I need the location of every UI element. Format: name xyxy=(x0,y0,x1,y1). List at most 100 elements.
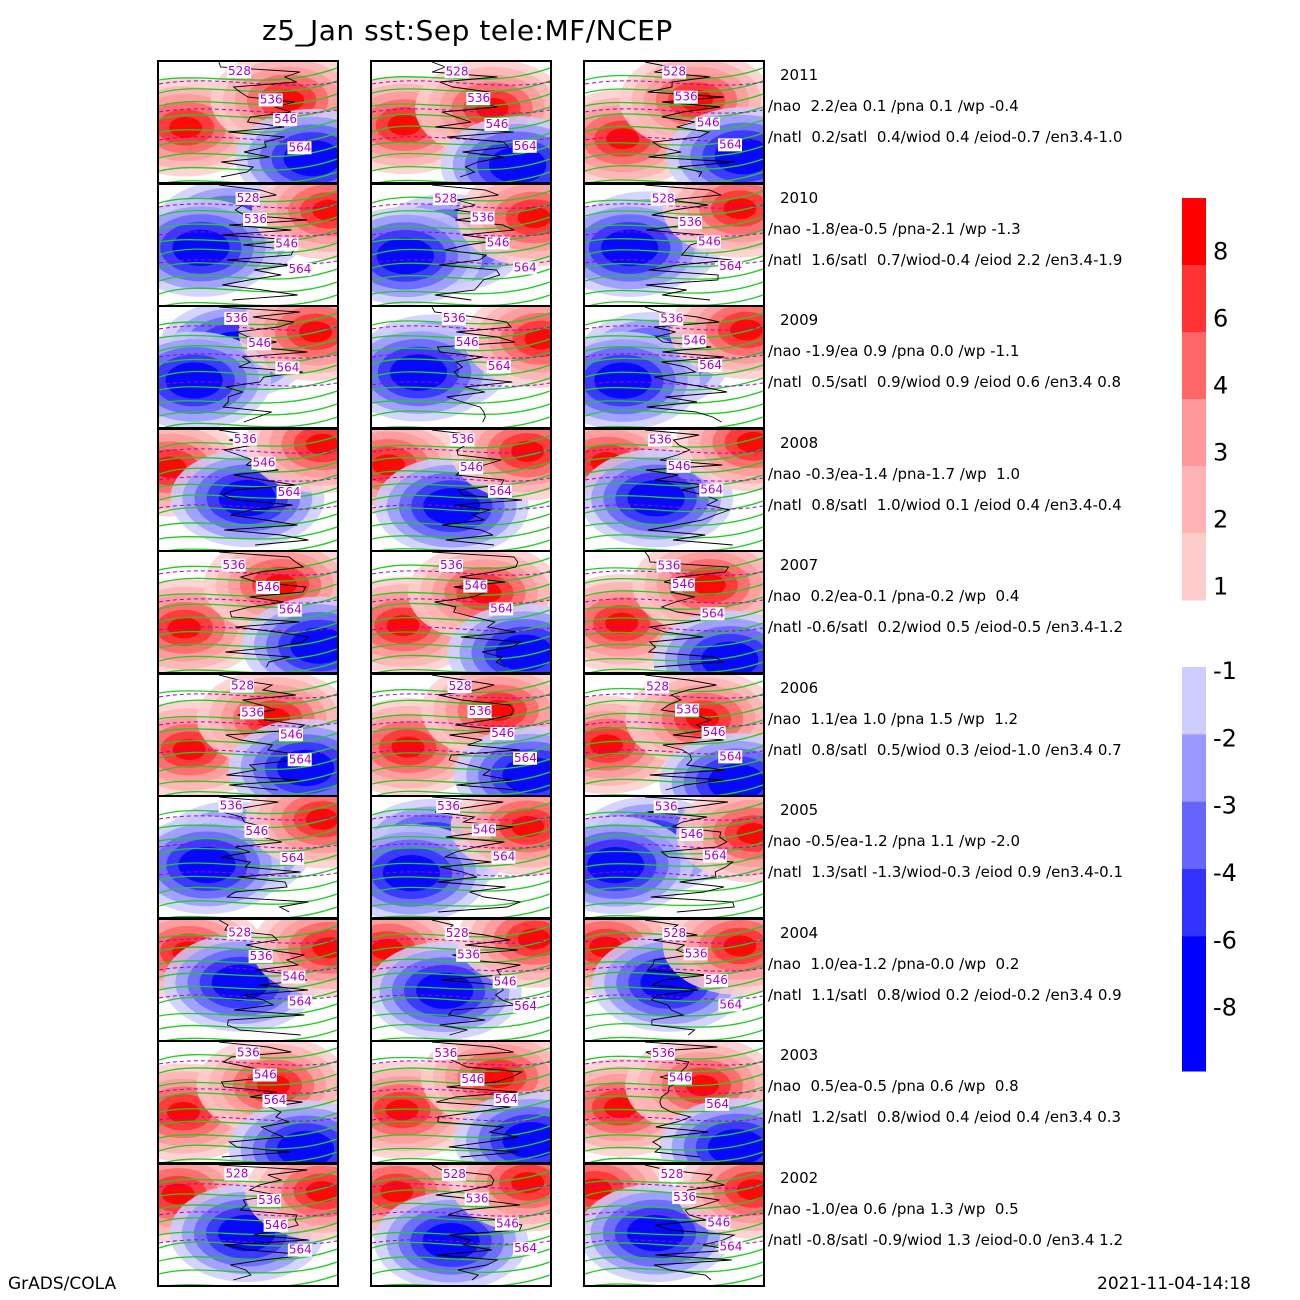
svg-text:546: 546 xyxy=(487,236,510,250)
svg-text:536: 536 xyxy=(657,558,680,572)
contour-label: 564 xyxy=(700,606,725,621)
height-contour xyxy=(585,880,763,894)
colorbar-tick-label: 1 xyxy=(1213,573,1228,601)
contour-label: 536 xyxy=(235,1046,260,1060)
height-contour xyxy=(159,758,337,772)
svg-text:564: 564 xyxy=(279,603,302,617)
contour-label: 528 xyxy=(662,65,687,79)
map-panel-2004-3: 528 536 546 564 xyxy=(583,918,765,1042)
svg-text:546: 546 xyxy=(705,973,728,987)
footer-software: GrADS/COLA xyxy=(8,1274,117,1294)
height-contour xyxy=(372,841,550,855)
anomaly-shade xyxy=(736,431,763,453)
height-contour xyxy=(372,1248,550,1262)
svg-text:528: 528 xyxy=(652,192,675,206)
svg-text:536: 536 xyxy=(225,311,248,325)
height-contour xyxy=(585,1222,763,1236)
contour-label: 564 xyxy=(512,260,537,275)
dashed-contour xyxy=(159,231,337,237)
dashed-contour xyxy=(372,476,550,482)
height-contour xyxy=(590,1029,763,1040)
height-contour xyxy=(159,1003,337,1017)
svg-text:528: 528 xyxy=(446,64,469,78)
svg-text:564: 564 xyxy=(514,260,537,274)
height-contour xyxy=(372,1099,550,1113)
height-contour xyxy=(159,622,337,636)
height-contour xyxy=(585,403,763,417)
contour-label: 546 xyxy=(682,333,707,348)
row-indices-line1: /nao 1.1/ea 1.0 /pna 1.5 /wp 1.2 xyxy=(768,710,1019,728)
anomaly-shade xyxy=(167,617,201,639)
height-contour xyxy=(159,158,337,172)
dashed-contour xyxy=(159,693,337,699)
svg-text:564: 564 xyxy=(276,360,299,374)
height-contour xyxy=(163,416,337,427)
dashed-contour xyxy=(585,721,763,727)
row-year: 2002 xyxy=(780,1169,819,1187)
map-panel-2007-3: 536 546 564 xyxy=(583,550,765,674)
height-contour xyxy=(585,990,763,1004)
row-year: 2005 xyxy=(780,801,819,819)
dashed-contour xyxy=(372,203,550,209)
svg-text:546: 546 xyxy=(253,456,276,470)
height-contour xyxy=(159,745,337,759)
dashed-contour xyxy=(585,843,763,849)
anomaly-shade xyxy=(701,641,759,672)
height-contour xyxy=(372,828,550,842)
svg-text:528: 528 xyxy=(237,191,260,205)
contour-label: 536 xyxy=(248,949,273,964)
row-year: 2004 xyxy=(780,924,819,942)
height-contour xyxy=(372,203,550,217)
svg-text:546: 546 xyxy=(464,579,487,593)
height-contour xyxy=(585,93,763,107)
svg-text:528: 528 xyxy=(449,679,472,693)
height-contour xyxy=(164,784,337,795)
colorbar-bin-positive xyxy=(1182,332,1206,400)
svg-text:546: 546 xyxy=(485,117,508,131)
height-contour xyxy=(380,906,550,917)
svg-text:536: 536 xyxy=(675,90,698,104)
map-panel-2007-2: 536 546 564 xyxy=(370,550,552,674)
anomaly-shade xyxy=(211,964,269,1001)
height-contour xyxy=(585,242,763,256)
contour-label: 536 xyxy=(221,558,246,572)
height-contour xyxy=(585,635,763,649)
colorbar-tick-label: -2 xyxy=(1213,724,1237,752)
svg-text:536: 536 xyxy=(258,1193,281,1207)
colorbar-tick-label: 6 xyxy=(1213,305,1228,333)
anomaly-shade xyxy=(502,756,550,794)
svg-text:546: 546 xyxy=(460,460,483,474)
contour-label: 564 xyxy=(280,851,305,865)
height-contour xyxy=(372,338,550,352)
svg-text:536: 536 xyxy=(234,432,257,446)
height-contour xyxy=(159,1183,337,1197)
contour-label: 546 xyxy=(703,973,728,988)
svg-text:546: 546 xyxy=(697,116,720,130)
svg-text:546: 546 xyxy=(274,112,297,126)
height-contour xyxy=(585,1183,763,1197)
svg-text:536: 536 xyxy=(652,1046,675,1060)
contour-label: 546 xyxy=(695,116,720,130)
svg-text:536: 536 xyxy=(237,1046,260,1060)
contour-label: 546 xyxy=(670,577,695,592)
contour-label: 536 xyxy=(683,946,708,961)
svg-text:546: 546 xyxy=(275,237,298,251)
dashed-contour xyxy=(159,871,337,877)
height-contour xyxy=(372,448,550,462)
svg-text:546: 546 xyxy=(461,1072,484,1086)
row-year: 2003 xyxy=(780,1046,819,1064)
anomaly-shade xyxy=(587,847,645,884)
row-indices-line2: /natl 1.6/satl 0.7/wiod-0.4 /eiod 2.2 /e… xyxy=(768,251,1123,269)
height-contour xyxy=(159,1112,337,1126)
height-contour xyxy=(592,906,763,917)
coastline xyxy=(218,430,309,546)
contour-label: 536 xyxy=(470,210,495,225)
height-contour xyxy=(585,145,763,159)
svg-text:564: 564 xyxy=(289,994,312,1008)
map-panel-2002-1: 528 536 546 564 xyxy=(157,1163,339,1287)
anomaly-shade xyxy=(172,739,206,761)
dashed-contour xyxy=(372,1088,550,1094)
contour-label: 564 xyxy=(513,1241,538,1256)
svg-text:564: 564 xyxy=(288,140,311,154)
dashed-contour xyxy=(372,80,550,86)
